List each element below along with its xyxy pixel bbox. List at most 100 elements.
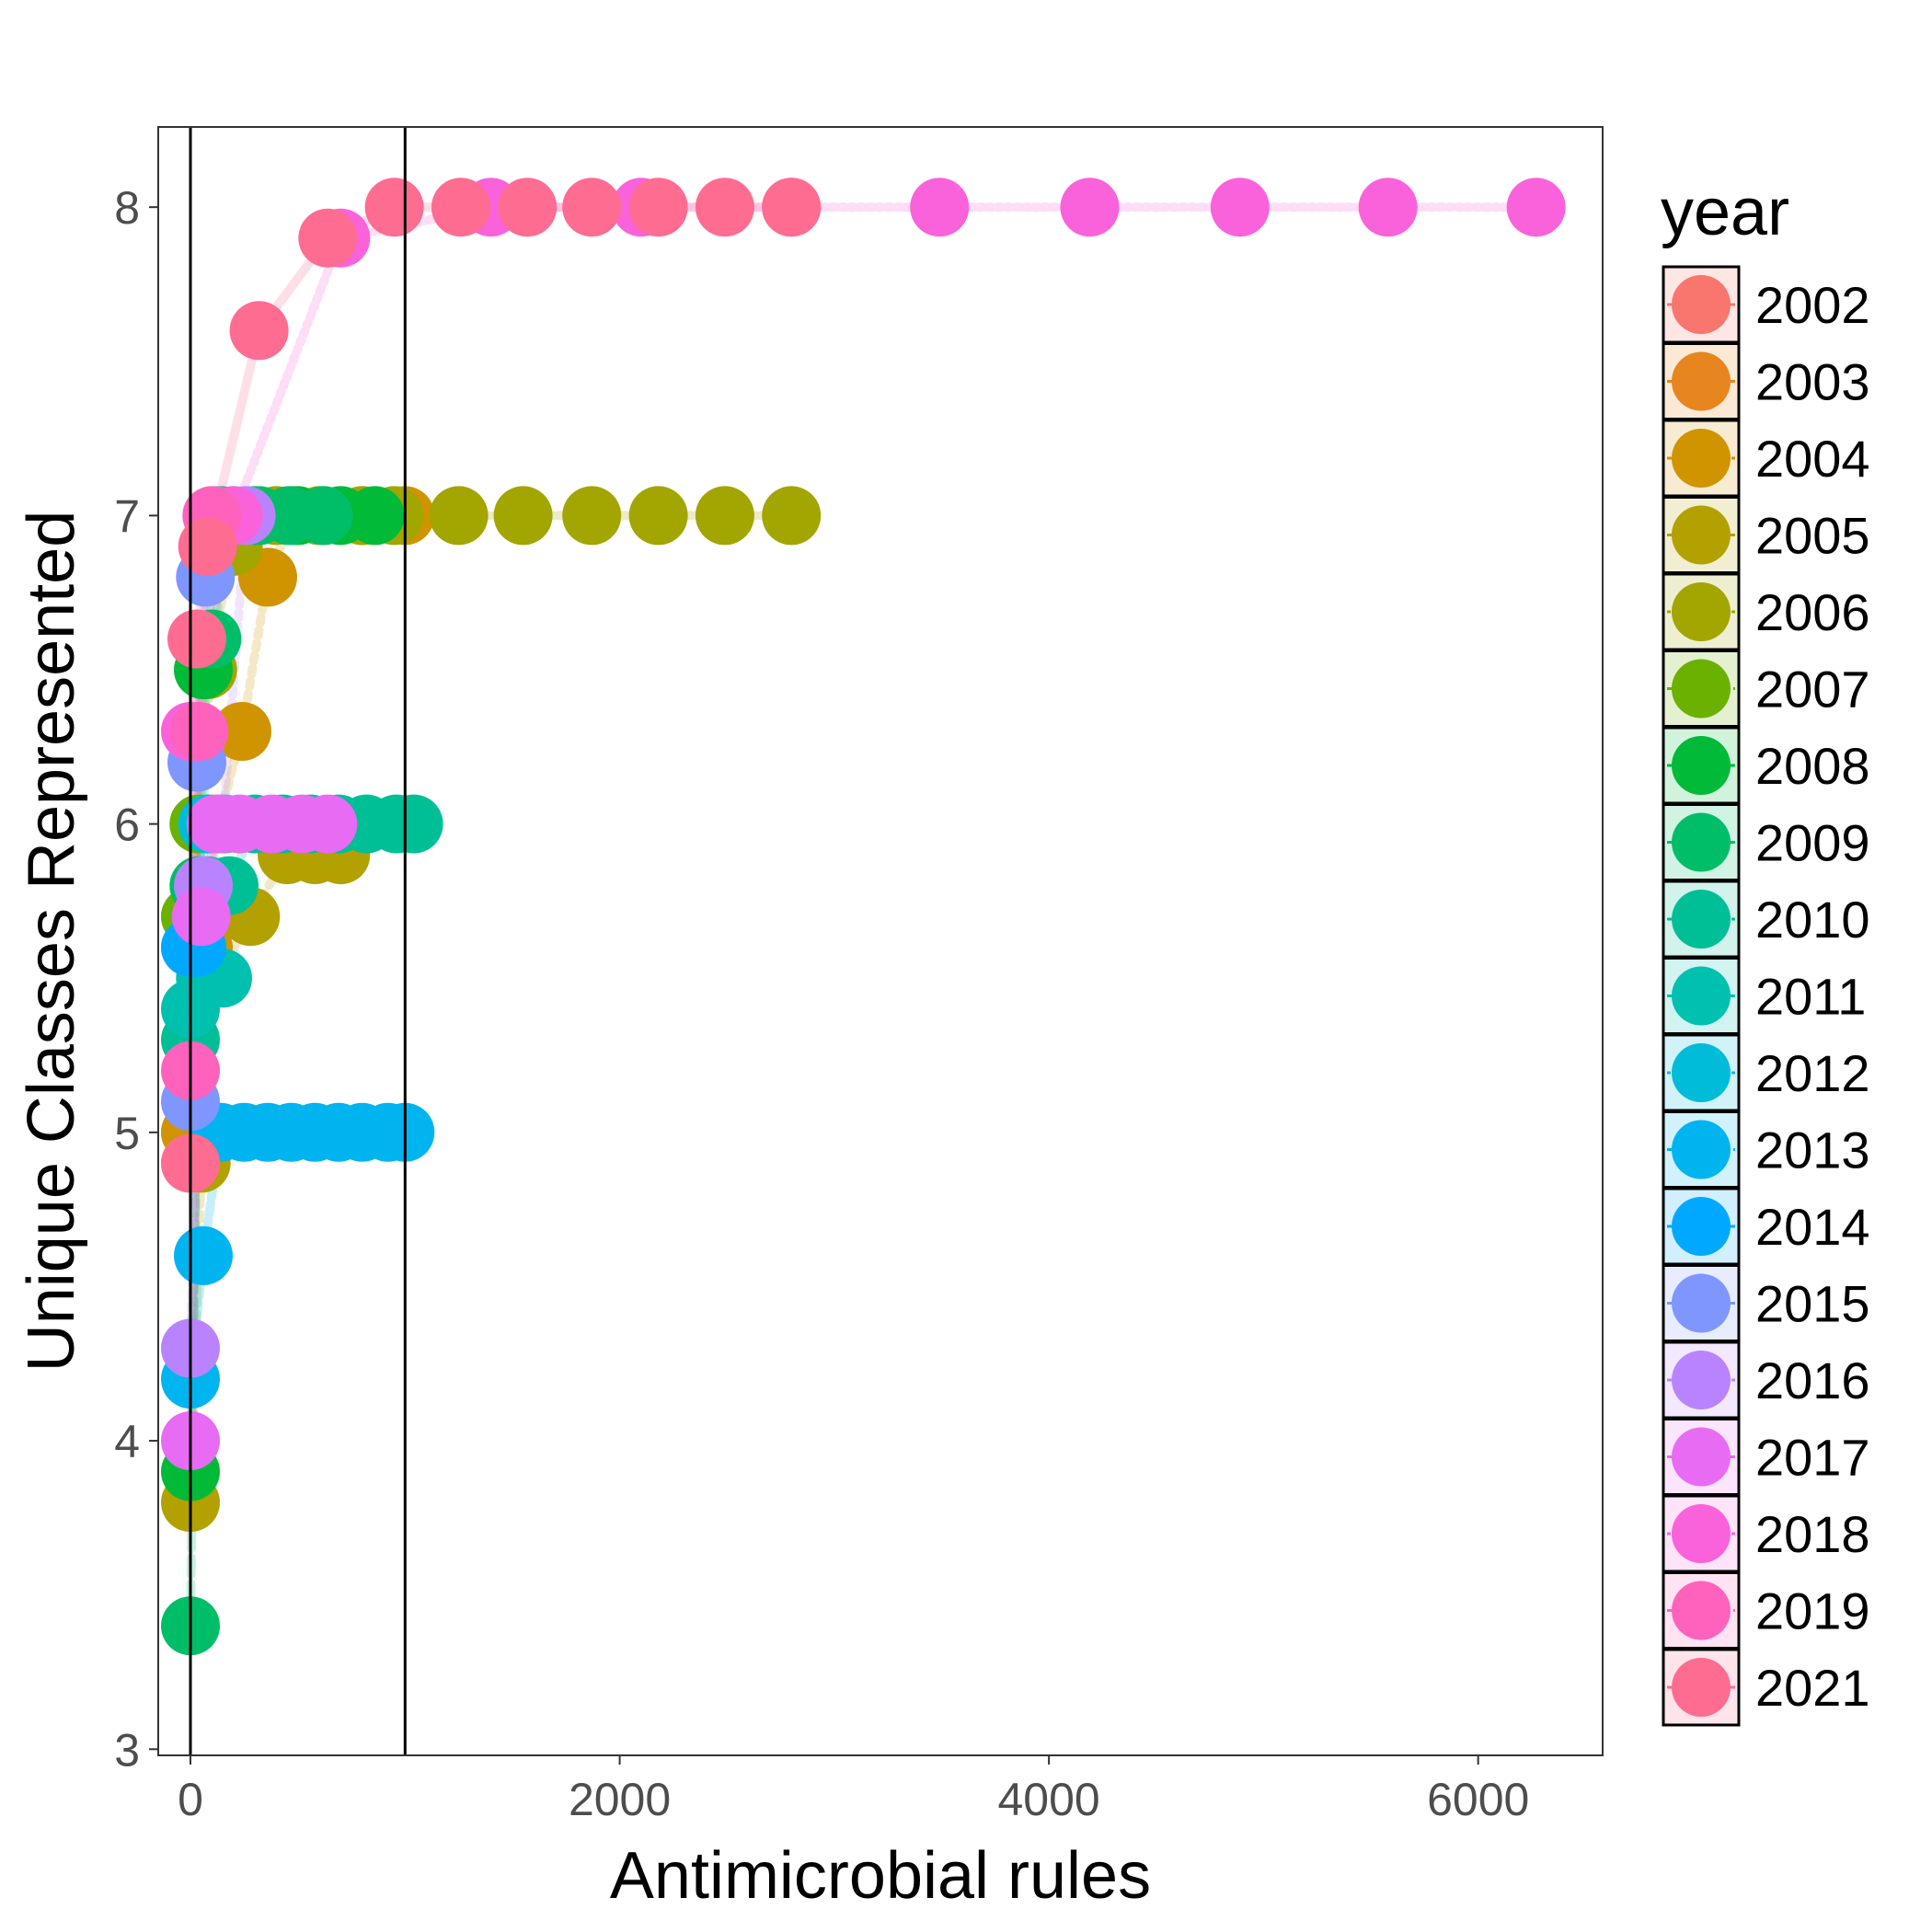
legend-item-2015: 2015 [1662,1264,1870,1342]
x-tick-label: 6000 [1427,1774,1529,1825]
x-tick-label: 4000 [998,1774,1100,1825]
data-point-2018 [1506,178,1566,237]
data-point-2021 [167,609,226,669]
legend-label: 2014 [1755,1198,1870,1256]
data-point-2021 [364,178,424,237]
legend-item-2010: 2010 [1662,880,1870,959]
y-tick-label: 3 [114,1724,140,1776]
legend-label: 2010 [1755,891,1870,949]
data-point-2021 [762,178,822,237]
data-point-2018 [1060,178,1120,237]
legend-key-point [1672,1043,1731,1102]
y-tick-label: 8 [114,182,140,234]
data-point-2006 [429,486,489,546]
data-point-2018 [1358,178,1418,237]
legend-label: 2019 [1755,1582,1870,1640]
legend-label: 2002 [1755,276,1870,334]
legend-key-point [1672,1273,1731,1333]
legend-key-point [1672,1581,1731,1640]
data-point-2006 [628,486,688,546]
legend-item-2002: 2002 [1662,265,1870,344]
legend-key-point [1672,736,1731,795]
panel [157,126,1604,1756]
legend-item-2018: 2018 [1662,1494,1870,1573]
legend-key-point [1672,351,1731,411]
legend-key-point [1672,1197,1731,1256]
data-point-2021 [628,178,688,237]
data-point-2021 [498,178,558,237]
data-point-2008 [345,486,405,546]
legend-item-2017: 2017 [1662,1418,1870,1496]
legend-key-point [1672,966,1731,1026]
legend-item-2021: 2021 [1662,1648,1870,1727]
legend-label: 2021 [1755,1659,1870,1717]
legend-item-2005: 2005 [1662,496,1870,574]
data-point-2006 [493,486,553,546]
legend-key-point [1672,505,1731,565]
reference-lines [189,127,407,1755]
data-point-2004 [213,702,271,761]
data-point-2017 [298,794,358,854]
legend-key-point [1672,1351,1731,1409]
y-tick-label: 6 [114,799,140,851]
legend-label: 2003 [1755,353,1870,411]
legend-item-2013: 2013 [1662,1110,1870,1189]
legend-label: 2017 [1755,1429,1870,1487]
legend: year 2002 2003 2004 2005 2006 2007 2008 2009 201… [1661,176,1870,1727]
legend-label: 2007 [1755,661,1870,719]
legend-label: 2008 [1755,737,1870,795]
legend-item-2008: 2008 [1662,726,1870,805]
legend-items: 2002 2003 2004 2005 2006 2007 2008 2009 2010 2011… [1662,265,1870,1727]
legend-item-2019: 2019 [1662,1571,1870,1650]
legend-key-point [1672,429,1731,488]
y-axis-title: Unique Classes Represented [15,511,88,1373]
legend-label: 2012 [1755,1044,1870,1102]
data-point-2013 [174,1225,233,1285]
y-tick-label: 4 [114,1416,140,1467]
y-tick-label: 7 [114,490,140,542]
legend-key-point [1672,582,1731,641]
data-point-2018 [1210,178,1270,237]
y-tick-label: 5 [114,1108,140,1159]
data-point-2021 [695,178,754,237]
legend-label: 2009 [1755,814,1870,872]
data-point-2006 [762,486,822,546]
data-point-2017 [171,887,231,947]
legend-key-point [1672,275,1731,334]
legend-item-2003: 2003 [1662,342,1870,420]
legend-label: 2005 [1755,507,1870,565]
legend-key-point [1672,812,1731,872]
legend-item-2009: 2009 [1662,803,1870,881]
data-point-2021 [431,178,490,237]
panel-border [157,126,1604,1756]
x-axis-title: Antimicrobial rules [610,1839,1151,1913]
legend-item-2016: 2016 [1662,1340,1870,1420]
data-point-2021 [229,301,289,361]
legend-item-2011: 2011 [1662,957,1866,1035]
legend-item-2014: 2014 [1662,1187,1870,1266]
legend-key-point [1672,659,1731,719]
panel-background [158,127,1603,1755]
data-point-2018 [910,178,970,237]
legend-label: 2016 [1755,1351,1870,1409]
legend-item-2006: 2006 [1662,572,1870,651]
x-axis: 0 2000 4000 6000 [178,1755,1529,1825]
legend-label: 2004 [1755,430,1870,488]
legend-item-2007: 2007 [1662,650,1870,728]
legend-label: 2018 [1755,1505,1870,1563]
data-point-2021 [298,208,358,268]
legend-label: 2015 [1755,1275,1870,1333]
legend-key-point [1672,890,1731,949]
legend-key-point [1672,1427,1731,1487]
legend-title: year [1661,176,1789,249]
legend-key-point [1672,1658,1731,1717]
legend-label: 2013 [1755,1121,1870,1179]
data-point-2006 [562,486,622,546]
data-point-2010 [384,794,443,854]
x-tick-label: 2000 [569,1774,671,1825]
data-point-2006 [695,486,754,546]
legend-key-point [1672,1504,1731,1563]
x-tick-label: 0 [178,1774,203,1825]
y-axis: 3 4 5 6 7 8 [114,182,158,1776]
